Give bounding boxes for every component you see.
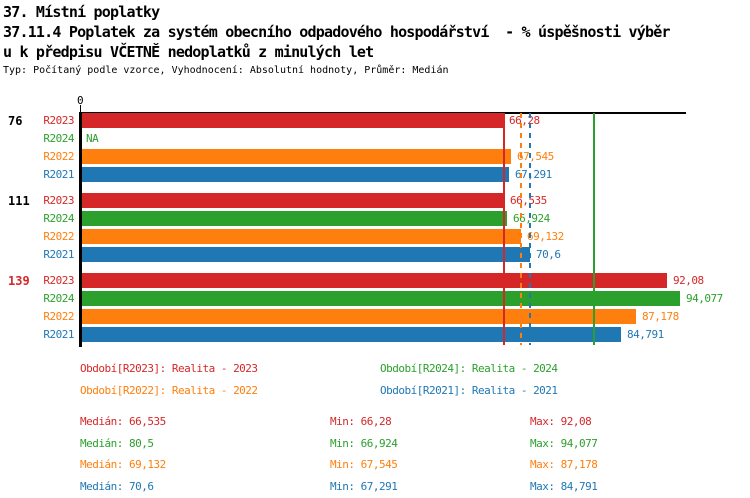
bar-R2023-g1 [82,193,504,208]
stat-min-R2022: Min: 67,545 [330,458,398,471]
series-label-R2024-g2: R2024 [43,292,74,305]
stat-max-R2021: Max: 84,791 [530,480,598,493]
stat-median-R2021: Medián: 70,6 [80,480,154,493]
axis-zero-tick [80,105,81,112]
stat-max-R2022: Max: 87,178 [530,458,598,471]
stat-min-R2024: Min: 66,924 [330,437,398,450]
median-line-R2022 [520,113,522,345]
legend-item-R2024: Období[R2024]: Realita - 2024 [380,362,558,375]
bar-R2021-g1 [82,247,530,262]
series-label-R2022-g0: R2022 [43,150,74,163]
bar-R2021-g0 [82,167,509,182]
page-subtitle-line2: u k předpisu VČETNĚ nedoplatků z minulýc… [3,43,374,61]
value-label-R2023-g2: 92,08 [673,274,704,287]
chart-meta: Typ: Počítaný podle vzorce, Vyhodnocení:… [3,65,449,76]
series-label-R2023-g1: R2023 [43,194,74,207]
bar-R2023-g2 [82,273,667,288]
value-label-R2022-g0: 67,545 [517,150,554,163]
bar-R2021-g2 [82,327,621,342]
series-label-R2023-g2: R2023 [43,274,74,287]
bar-R2024-g2 [82,291,680,306]
bar-R2022-g1 [82,229,521,244]
value-label-R2023-g1: 66,535 [510,195,547,207]
page-title: 37. Místní poplatky [3,3,160,21]
bar-R2023-g0 [82,113,503,128]
stat-median-R2023: Medián: 66,535 [80,415,166,428]
axis-zero-label: 0 [76,94,84,107]
value-label-R2024-g1: 66,924 [513,212,550,225]
value-label-R2022-g2: 87,178 [642,310,679,323]
series-label-R2023-g0: R2023 [43,114,74,127]
legend-item-R2022: Období[R2022]: Realita - 2022 [80,384,258,397]
value-label-R2024-g2: 94,077 [686,292,723,305]
page-subtitle-line1: 37.11.4 Poplatek za systém obecního odpa… [3,23,671,41]
bar-R2024-g1 [82,211,507,226]
stat-min-R2023: Min: 66,28 [330,415,392,428]
series-label-R2021-g1: R2021 [43,248,74,261]
stat-median-R2022: Medián: 69,132 [80,458,166,471]
value-label-R2021-g2: 84,791 [627,328,664,341]
legend-item-R2023: Období[R2023]: Realita - 2023 [80,362,258,375]
stat-min-R2021: Min: 67,291 [330,480,398,493]
median-line-R2021 [529,113,531,345]
value-label-R2021-g0: 67,291 [515,168,552,181]
bar-R2022-g0 [82,149,511,164]
value-label-R2022-g1: 69,132 [527,230,564,243]
group-label-76: 76 [8,114,23,128]
series-label-R2022-g1: R2022 [43,230,74,243]
na-label-R2024-g0: NA [86,132,99,145]
group-label-139: 139 [8,274,30,288]
series-label-R2024-g0: R2024 [43,132,74,145]
series-label-R2021-g0: R2021 [43,168,74,181]
median-line-R2024 [593,113,595,345]
header: 37. Místní poplatky 37.11.4 Poplatek za … [3,2,671,78]
value-label-R2023-g0: 66,28 [509,114,540,127]
bar-chart: 0 76 R2023 66,28 R2024 NA R2022 67,545 R2021 67,… [0,92,750,358]
median-line-R2023 [503,113,505,345]
stat-max-R2023: Max: 92,08 [530,415,592,428]
legend-item-R2021: Období[R2021]: Realita - 2021 [380,384,558,397]
stat-median-R2024: Medián: 80,5 [80,437,154,450]
series-label-R2024-g1: R2024 [43,212,74,225]
series-label-R2021-g2: R2021 [43,328,74,341]
bar-R2022-g2 [82,309,636,324]
group-label-111: 111 [8,194,30,208]
stat-max-R2024: Max: 94,077 [530,437,598,450]
series-label-R2022-g2: R2022 [43,310,74,323]
y-axis-line [79,112,82,347]
value-label-R2021-g1: 70,6 [536,248,561,261]
